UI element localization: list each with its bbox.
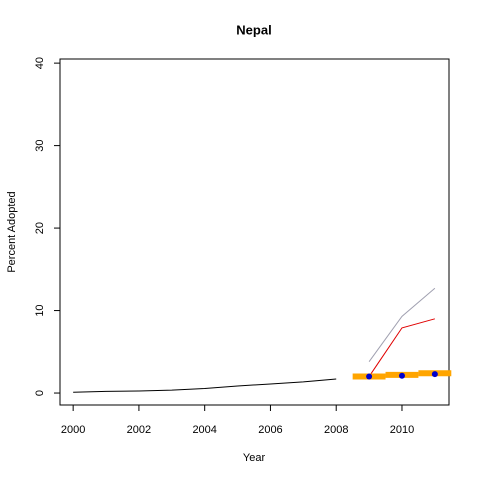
x-tick-label: 2004 [192,424,216,436]
series-line [73,378,337,393]
point [366,373,373,380]
series-line [368,287,436,362]
point [398,372,405,379]
x-axis-label: Year [243,452,266,464]
y-tick-label: 10 [34,304,46,316]
x-tick-label: 2006 [258,424,282,436]
chart-title: Nepal [236,22,271,37]
y-tick-label: 40 [34,57,46,69]
x-tick-label: 2010 [390,424,414,436]
y-tick-label: 30 [34,139,46,151]
point [431,371,438,378]
x-tick-label: 2002 [127,424,151,436]
y-tick-label: 0 [34,390,46,396]
series-line [368,318,435,377]
y-axis-label: Percent Adopted [6,191,18,272]
x-tick-label: 2008 [324,424,348,436]
y-tick-label: 20 [34,222,46,234]
plot-frame [59,58,450,406]
x-tick-label: 2000 [61,424,85,436]
